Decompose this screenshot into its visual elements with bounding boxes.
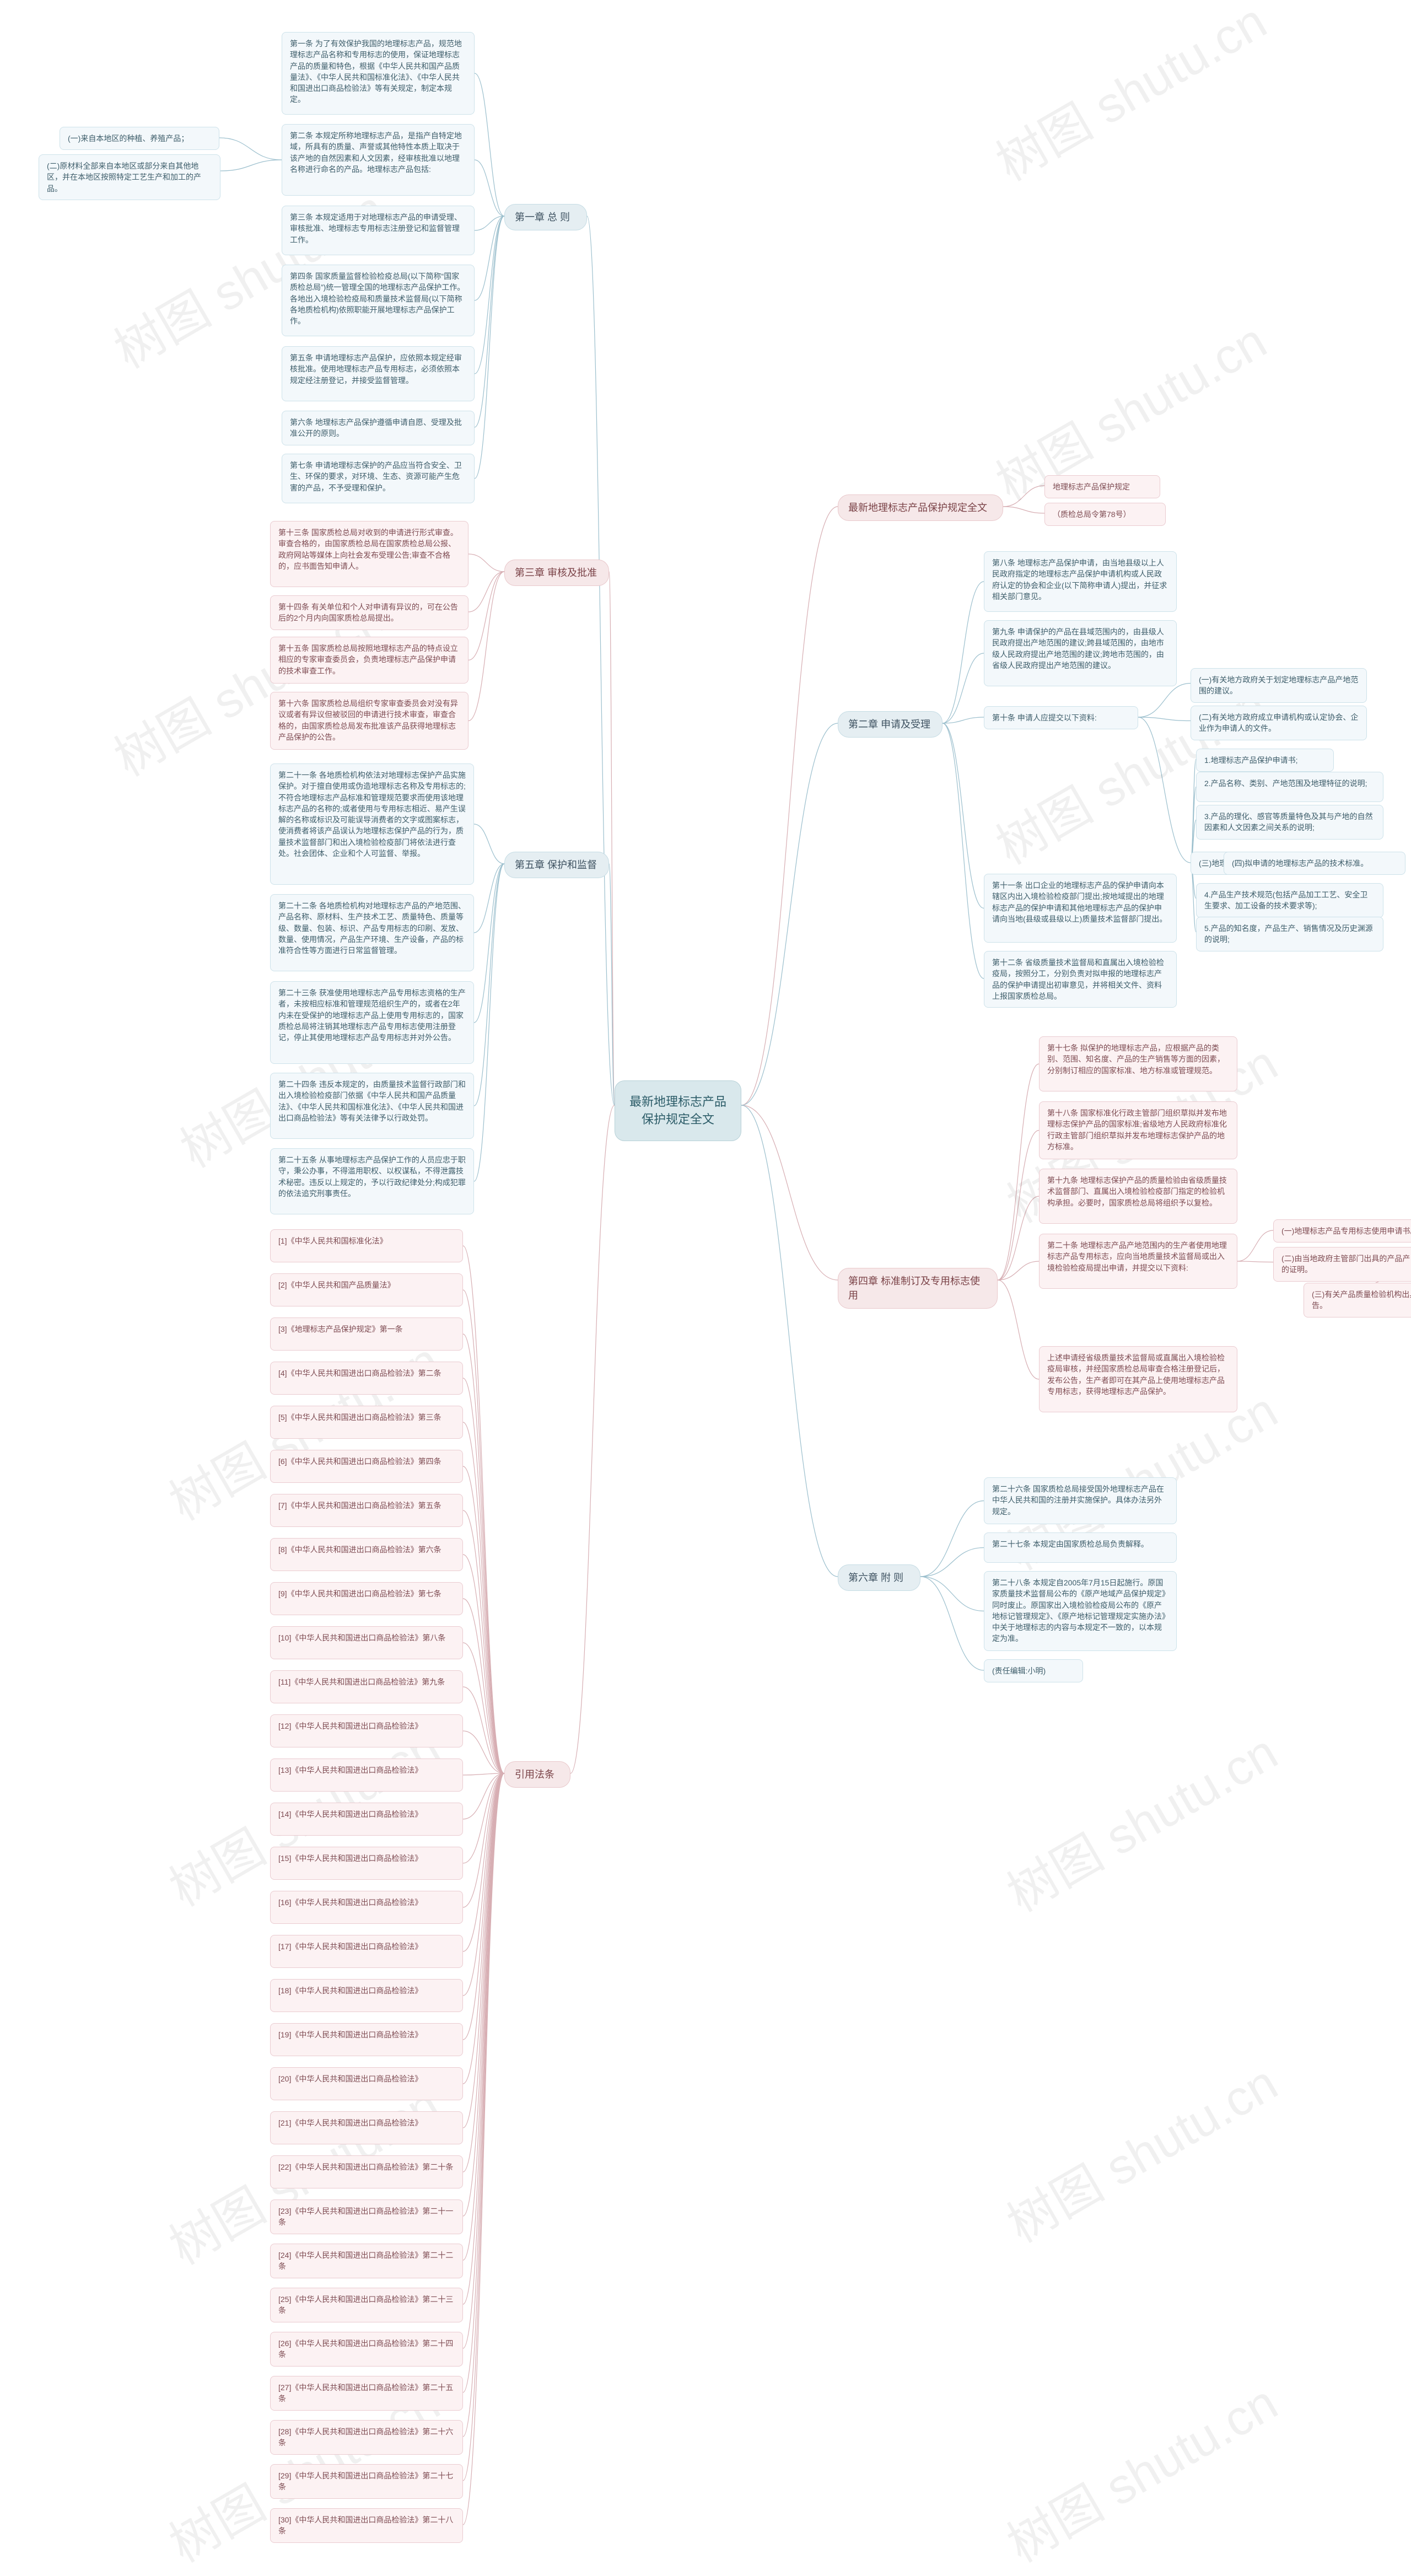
- leaf: 第十一条 出口企业的地理标志产品的保护申请向本辖区内出入境检验检疫部门提出;按地…: [984, 874, 1177, 943]
- leaf: 第五条 申请地理标志产品保护，应依照本规定经审核批准。使用地理标志产品专用标志，…: [282, 346, 475, 401]
- chapter-c4: 第四章 标准制订及专用标志使用: [838, 1268, 998, 1309]
- watermark: 树图 shutu.cn: [992, 1713, 1288, 1925]
- watermark: 树图 shutu.cn: [992, 2363, 1288, 2575]
- ref-item: [21]《中华人民共和国进出口商品检验法》: [270, 2111, 463, 2144]
- ref-item: [29]《中华人民共和国进出口商品检验法》第二十七条: [270, 2464, 463, 2499]
- ref-item: [2]《中华人民共和国产品质量法》: [270, 1273, 463, 1306]
- leaf: 上述申请经省级质量技术监督局或直属出入境检验检疫局审核，并经国家质检总局审查合格…: [1039, 1346, 1237, 1412]
- chapter-c1: 第一章 总 则: [504, 204, 587, 230]
- ref-item: [20]《中华人民共和国进出口商品检验法》: [270, 2067, 463, 2100]
- leaf: 地理标志产品保护规定: [1044, 475, 1160, 498]
- leaf: 第九条 申请保护的产品在县域范围内的，由县级人民政府提出产地范围的建议;跨县域范…: [984, 620, 1177, 686]
- leaf: 第二十三条 获准使用地理标志产品专用标志资格的生产者，未按相应标准和管理规范组织…: [270, 981, 474, 1064]
- ref-item: [8]《中华人民共和国进出口商品检验法》第六条: [270, 1538, 463, 1571]
- leaf: 5.产品的知名度，产品生产、销售情况及历史渊源的说明;: [1196, 917, 1383, 951]
- ref-item: [3]《地理标志产品保护规定》第一条: [270, 1317, 463, 1351]
- leaf: 第十条 申请人应提交以下资料:: [984, 706, 1138, 729]
- leaf: (二)由当地政府主管部门出具的产品产自特定地域的证明。: [1273, 1247, 1411, 1282]
- ref-item: [19]《中华人民共和国进出口商品检验法》: [270, 2023, 463, 2056]
- ref-item: [6]《中华人民共和国进出口商品检验法》第四条: [270, 1450, 463, 1483]
- ref-item: [18]《中华人民共和国进出口商品检验法》: [270, 1979, 463, 2012]
- leaf: 第八条 地理标志产品保护申请，由当地县级以上人民政府指定的地理标志产品保护申请机…: [984, 551, 1177, 612]
- chapter-c3: 第三章 审核及批准: [504, 560, 609, 586]
- ref-item: [12]《中华人民共和国进出口商品检验法》: [270, 1714, 463, 1747]
- leaf: 第二条 本规定所称地理标志产品，是指产自特定地域，所具有的质量、声誉或其他特性本…: [282, 124, 475, 196]
- chapter-c5: 第五章 保护和监督: [504, 852, 609, 878]
- leaf: 第二十条 地理标志产品产地范围内的生产者使用地理标志产品专用标志，应向当地质量技…: [1039, 1234, 1237, 1289]
- root-node: 最新地理标志产品保护规定全文: [615, 1080, 741, 1141]
- leaf: 第二十六条 国家质检总局接受国外地理标志产品在中华人民共和国的注册并实施保护。具…: [984, 1477, 1177, 1524]
- ref-item: [23]《中华人民共和国进出口商品检验法》第二十一条: [270, 2199, 463, 2234]
- leaf: 第十九条 地理标志保护产品的质量检验由省级质量技术监督部门、直属出入境检验检疫部…: [1039, 1169, 1237, 1224]
- ref-item: [9]《中华人民共和国进出口商品检验法》第七条: [270, 1582, 463, 1615]
- ref-item: [10]《中华人民共和国进出口商品检验法》第八条: [270, 1626, 463, 1659]
- ref-item: [17]《中华人民共和国进出口商品检验法》: [270, 1935, 463, 1968]
- ref-item: [4]《中华人民共和国进出口商品检验法》第二条: [270, 1362, 463, 1395]
- leaf: (二)有关地方政府成立申请机构或认定协会、企业作为申请人的文件。: [1191, 706, 1367, 740]
- leaf: 第十八条 国家标准化行政主管部门组织草拟并发布地理标志保护产品的国家标准;省级地…: [1039, 1101, 1237, 1159]
- ref-item: [14]《中华人民共和国进出口商品检验法》: [270, 1803, 463, 1836]
- ref-item: [5]《中华人民共和国进出口商品检验法》第三条: [270, 1406, 463, 1439]
- leaf: 第十七条 拟保护的地理标志产品，应根据产品的类别、范围、知名度、产品的生产销售等…: [1039, 1036, 1237, 1091]
- chapter-c6: 第六章 附 则: [838, 1564, 920, 1591]
- ref-item: [13]《中华人民共和国进出口商品检验法》: [270, 1758, 463, 1792]
- leaf: 第四条 国家质量监督检验检疫总局(以下简称“国家质检总局”)统一管理全国的地理标…: [282, 265, 475, 336]
- ref-item: [24]《中华人民共和国进出口商品检验法》第二十二条: [270, 2244, 463, 2278]
- ref-item: [15]《中华人民共和国进出口商品检验法》: [270, 1847, 463, 1880]
- leaf: 4.产品生产技术规范(包括产品加工工艺、安全卫生要求、加工设备的技术要求等);: [1196, 883, 1383, 918]
- leaf: 3.产品的理化、感官等质量特色及其与产地的自然因素和人文因素之间关系的说明;: [1196, 805, 1383, 840]
- leaf: 第二十二条 各地质检机构对地理标志产品的产地范围、产品名称、原材料、生产技术工艺…: [270, 894, 474, 971]
- leaf: （质检总局令第78号）: [1044, 503, 1166, 526]
- leaf: 第三条 本规定适用于对地理标志产品的申请受理、审核批准、地理标志专用标志注册登记…: [282, 206, 475, 255]
- leaf: 1.地理标志产品保护申请书;: [1196, 749, 1334, 772]
- leaf: 第十三条 国家质检总局对收到的申请进行形式审查。审查合格的，由国家质检总局在国家…: [270, 521, 468, 587]
- leaf: (三)有关产品质量检验机构出具的检验报告。: [1304, 1283, 1411, 1317]
- leaf: 第十二条 省级质量技术监督局和直属出入境检验检疫局，按照分工，分别负责对拟申报的…: [984, 951, 1177, 1008]
- ref-item: [27]《中华人民共和国进出口商品检验法》第二十五条: [270, 2376, 463, 2411]
- leaf: 第二十五条 从事地理标志产品保护工作的人员应忠于职守，秉公办事，不得滥用职权、以…: [270, 1148, 474, 1214]
- leaf: 第六条 地理标志产品保护遵循申请自愿、受理及批准公开的原则。: [282, 411, 475, 445]
- leaf: 第二十八条 本规定自2005年7月15日起施行。原国家质量技术监督局公布的《原产…: [984, 1571, 1177, 1651]
- leaf: 第一条 为了有效保护我国的地理标志产品，规范地理标志产品名称和专用标志的使用，保…: [282, 32, 475, 115]
- leaf: 第七条 申请地理标志保护的产品应当符合安全、卫生、环保的要求，对环境、生态、资源…: [282, 454, 475, 503]
- chapter-latest: 最新地理标志产品保护规定全文: [838, 494, 1003, 521]
- leaf: (一)有关地方政府关于划定地理标志产品产地范围的建议。: [1191, 668, 1367, 703]
- leaf: 第十五条 国家质检总局按照地理标志产品的特点设立相应的专家审查委员会，负责地理标…: [270, 637, 468, 684]
- chapter-c2: 第二章 申请及受理: [838, 711, 943, 738]
- ref-item: [1]《中华人民共和国标准化法》: [270, 1229, 463, 1262]
- leaf: 第二十七条 本规定由国家质检总局负责解释。: [984, 1532, 1177, 1563]
- chapter-refs: 引用法条: [504, 1761, 570, 1788]
- leaf: (责任编辑:小明): [984, 1659, 1083, 1682]
- leaf: 2.产品名称、类别、产地范围及地理特征的说明;: [1196, 772, 1383, 802]
- leaf: (一)来自本地区的种植、养殖产品；: [60, 127, 219, 150]
- ref-item: [11]《中华人民共和国进出口商品检验法》第九条: [270, 1670, 463, 1703]
- leaf: (一)地理标志产品专用标志使用申请书。: [1273, 1219, 1411, 1243]
- ref-item: [22]《中华人民共和国进出口商品检验法》第二十条: [270, 2155, 463, 2188]
- ref-item: [28]《中华人民共和国进出口商品检验法》第二十六条: [270, 2420, 463, 2455]
- leaf: 第十六条 国家质检总局组织专家审查委员会对没有异议或者有异议但被驳回的申请进行技…: [270, 692, 468, 750]
- leaf: (二)原材料全部来自本地区或部分来自其他地区，并在本地区按照特定工艺生产和加工的…: [39, 154, 220, 200]
- ref-item: [30]《中华人民共和国进出口商品检验法》第二十八条: [270, 2508, 463, 2543]
- watermark: 树图 shutu.cn: [992, 2043, 1288, 2256]
- watermark: 树图 shutu.cn: [981, 0, 1277, 195]
- ref-item: [26]《中华人民共和国进出口商品检验法》第二十四条: [270, 2332, 463, 2367]
- leaf: 第十四条 有关单位和个人对申请有异议的，可在公告后的2个月内向国家质检总局提出。: [270, 595, 468, 630]
- ref-item: [16]《中华人民共和国进出口商品检验法》: [270, 1891, 463, 1924]
- ref-item: [25]《中华人民共和国进出口商品检验法》第二十三条: [270, 2288, 463, 2322]
- ref-item: [7]《中华人民共和国进出口商品检验法》第五条: [270, 1494, 463, 1527]
- leaf: 第二十四条 违反本规定的，由质量技术监督行政部门和出入境检验检疫部门依据《中华人…: [270, 1073, 474, 1139]
- leaf: 第二十一条 各地质检机构依法对地理标志保护产品实施保护。对于擅自使用或伪造地理标…: [270, 763, 474, 885]
- leaf: (四)拟申请的地理标志产品的技术标准。: [1224, 852, 1405, 875]
